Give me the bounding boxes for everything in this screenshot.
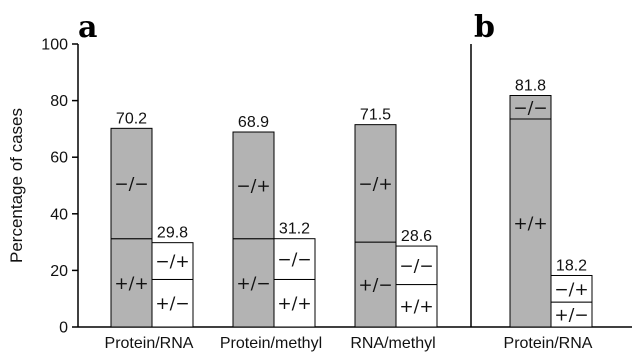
- bar-total-label: 18.2: [556, 257, 587, 274]
- bar-segment-p0-g2-b0-s0: [354, 241, 397, 328]
- bar-total-label: 71.5: [360, 107, 391, 124]
- y-tick-label-0: 0: [59, 320, 68, 337]
- bar-segment-p1-g0-b0-s0: [509, 118, 552, 328]
- bar-total-label: 81.8: [515, 78, 546, 95]
- bar-segment-p0-g1-b0-s0: [232, 238, 275, 328]
- bar-segment-p0-g1-b0-s1: [232, 131, 275, 240]
- bar-total-label: 31.2: [279, 221, 310, 238]
- segment-label: −/−: [277, 250, 311, 270]
- y-tick-label-60: 60: [50, 150, 68, 167]
- segment-label: +/+: [399, 297, 433, 317]
- segment-label: −/+: [236, 176, 270, 196]
- labels-layer: +/+ −/− 70.2 +/− −/+ 29.8 Protein/RNA +/− −/+ 68.…: [105, 78, 593, 352]
- bar-total-label: 68.9: [238, 114, 269, 131]
- y-axis-title: Percentage of cases: [7, 108, 26, 263]
- y-tick-label-20: 20: [50, 263, 68, 280]
- panel-label-a: a: [78, 10, 97, 45]
- category-label: RNA/methyl: [350, 335, 435, 352]
- bar-segment-p0-g0-b0-s1: [110, 127, 153, 240]
- panel-label-b: b: [474, 10, 495, 45]
- segment-label: +/+: [114, 274, 148, 294]
- bar-segment-p1-g0-b1-s1: [550, 274, 593, 303]
- y-axis-ticks: 0 20 40 60 80 100: [41, 37, 78, 337]
- segment-label: −/−: [513, 98, 547, 118]
- y-tick-label-80: 80: [50, 93, 68, 110]
- bar-segment-p0-g2-b1-s1: [395, 245, 438, 286]
- bar-segment-p0-g0-b1-s1: [151, 242, 194, 280]
- bar-total-label: 29.8: [157, 225, 188, 242]
- bar-segment-p0-g1-b1-s1: [273, 238, 316, 280]
- y-tick-label-100: 100: [41, 37, 68, 54]
- segment-label: +/−: [358, 276, 392, 296]
- segment-label: −/+: [358, 174, 392, 194]
- bar-total-label: 28.6: [401, 228, 432, 245]
- category-label: Protein/methyl: [220, 335, 322, 352]
- segment-label: +/−: [554, 306, 588, 326]
- segment-label: +/+: [513, 214, 547, 234]
- segment-label: −/+: [155, 252, 189, 272]
- bar-segment-p1-g0-b0-s1: [509, 95, 552, 120]
- segment-label: −/+: [554, 280, 588, 300]
- bar-segment-p0-g2-b0-s1: [354, 124, 397, 243]
- bar-segment-p1-g0-b1-s0: [550, 301, 593, 328]
- category-label: Protein/RNA: [504, 335, 593, 352]
- category-label: Protein/RNA: [105, 335, 194, 352]
- segment-label: −/−: [399, 256, 433, 276]
- bar-total-label: 70.2: [116, 110, 147, 127]
- segment-label: +/−: [155, 294, 189, 314]
- bars-layer: [110, 95, 593, 328]
- segment-label: +/−: [236, 274, 270, 294]
- segment-label: −/−: [114, 175, 148, 195]
- segment-label: +/+: [277, 294, 311, 314]
- y-tick-label-40: 40: [50, 206, 68, 223]
